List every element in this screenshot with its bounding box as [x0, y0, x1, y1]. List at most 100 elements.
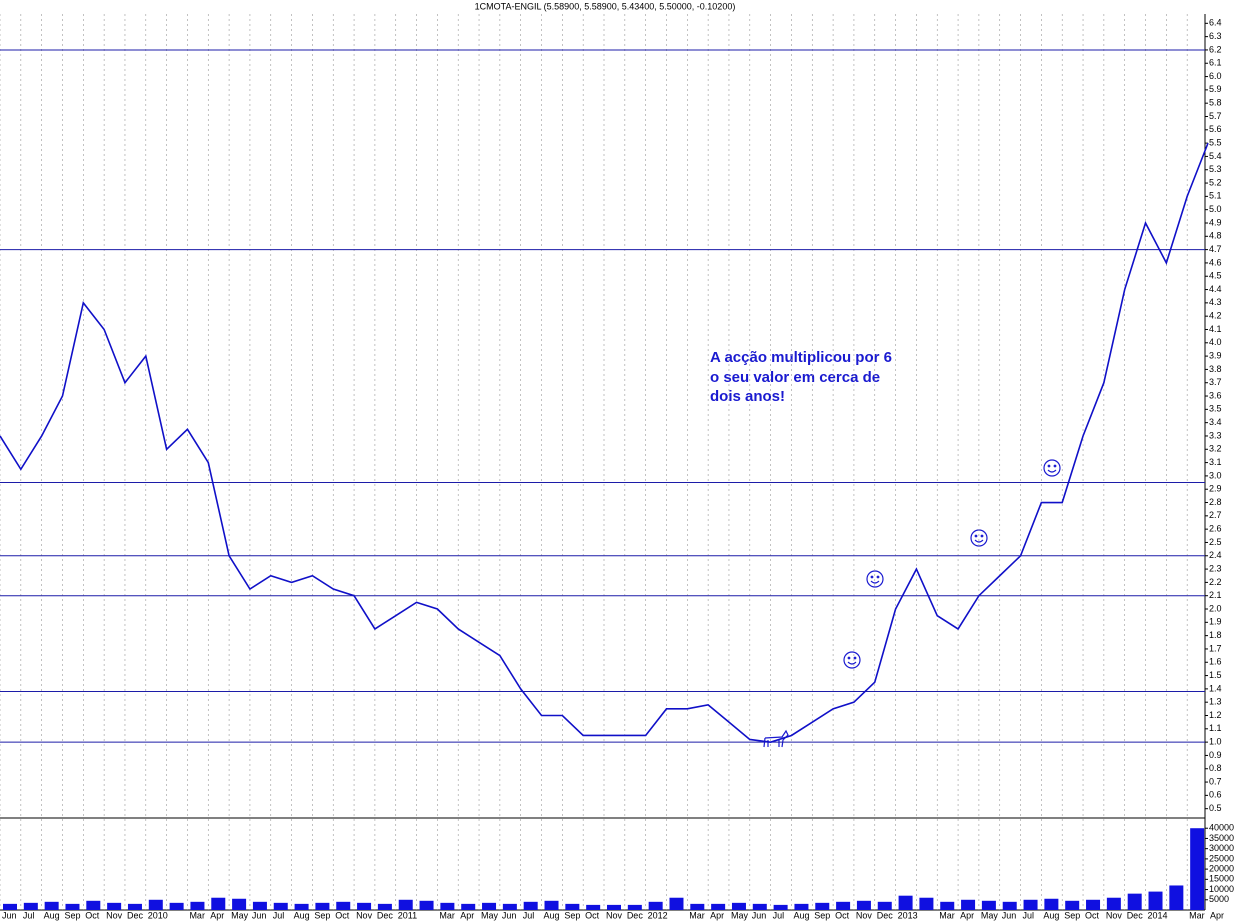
plot: Jun Jul Aug Sep Oct Nov Dec 2010 Mar Apr May Jun Jul… — [0, 14, 1234, 920]
y-tick-label: 6.0 — [1209, 71, 1222, 81]
volume-bar — [44, 901, 59, 910]
y-tick-label: 3.1 — [1209, 457, 1222, 467]
x-tick-label: Jun — [252, 910, 267, 920]
volume-bar — [190, 901, 205, 910]
x-tick-label: Oct — [1085, 910, 1100, 920]
x-tick-label: 2012 — [648, 910, 668, 920]
volume-bar — [1086, 899, 1101, 910]
y-tick-label: 4.0 — [1209, 337, 1222, 347]
volume-bar — [752, 903, 767, 910]
volume-bar — [898, 895, 913, 910]
y-tick-label: 5.2 — [1209, 177, 1222, 187]
volume-bar — [148, 899, 163, 910]
y-tick-label: 4.7 — [1209, 244, 1222, 254]
y-tick-label: 2.0 — [1209, 603, 1222, 613]
x-tick-label: Aug — [544, 910, 560, 920]
x-tick-label: Mar — [939, 910, 955, 920]
volume-bar — [232, 898, 247, 910]
y-tick-label: 3.8 — [1209, 364, 1222, 374]
volume-bar — [419, 900, 434, 910]
x-tick-label: Dec — [377, 910, 394, 920]
x-tick-label: Mar — [189, 910, 205, 920]
volume-bar — [461, 903, 476, 910]
y-tick-label: 1.6 — [1209, 657, 1222, 667]
y-tick-label: 4.1 — [1209, 324, 1222, 334]
x-tick-label: 2014 — [1148, 910, 1168, 920]
x-tick-label: Aug — [793, 910, 809, 920]
x-tick-label: Mar — [689, 910, 705, 920]
volume-bar — [252, 901, 267, 910]
x-tick-label: Jul — [523, 910, 535, 920]
y-tick-label: 6.1 — [1209, 58, 1222, 68]
y-tick-label: 5.5 — [1209, 137, 1222, 147]
x-tick-label: Jul — [273, 910, 285, 920]
x-tick-label: Mar — [1189, 910, 1205, 920]
volume-bar — [731, 902, 746, 910]
y-tick-label: 0.7 — [1209, 776, 1222, 786]
volume-bar — [690, 903, 705, 910]
volume-bar — [107, 902, 122, 910]
y-tick-label: 4.4 — [1209, 284, 1222, 294]
x-tick-label: Oct — [585, 910, 600, 920]
y-tick-label: 3.2 — [1209, 444, 1222, 454]
y-tick-label: 1.5 — [1209, 670, 1222, 680]
y-tick-label: 4.2 — [1209, 311, 1222, 321]
chart-title: 1CMOTA-ENGIL (5.58900, 5.58900, 5.43400,… — [475, 1, 736, 11]
y-tick-label: 3.6 — [1209, 390, 1222, 400]
volume-bar — [502, 903, 517, 910]
y-tick-label: 3.4 — [1209, 417, 1222, 427]
volume-bar — [523, 901, 538, 910]
y-tick-label: 5.1 — [1209, 191, 1222, 201]
volume-bar — [1002, 901, 1017, 910]
volume-bar — [398, 899, 413, 910]
volume-bar — [981, 900, 996, 910]
volume-bar — [961, 899, 976, 910]
x-tick-label: Jul — [23, 910, 35, 920]
volume-bar — [836, 901, 851, 910]
x-tick-label: Sep — [1064, 910, 1080, 920]
volume-bar — [607, 904, 621, 910]
y-tick-label: 4.9 — [1209, 217, 1222, 227]
volume-bar — [294, 903, 309, 910]
volume-bar — [169, 902, 184, 910]
y-tick-label: 6.4 — [1209, 18, 1222, 28]
y-tick-label: 1.9 — [1209, 617, 1222, 627]
x-tick-label: May — [731, 910, 749, 920]
x-tick-label: Apr — [710, 910, 724, 920]
volume-bar — [669, 897, 684, 910]
x-tick-label: 2011 — [398, 910, 417, 920]
volume-bar — [377, 903, 392, 910]
x-tick-label: May — [231, 910, 249, 920]
volume-bar — [1023, 899, 1038, 910]
volume-bar — [482, 902, 497, 910]
x-tick-label: Nov — [356, 910, 373, 920]
volume-bar — [586, 904, 601, 910]
annotation: A acção multiplicou por 6 — [710, 349, 892, 366]
y2-tick-label: 15000 — [1209, 874, 1234, 884]
y-tick-label: 2.7 — [1209, 510, 1222, 520]
x-tick-label: Aug — [1043, 910, 1059, 920]
volume-bar — [565, 903, 580, 910]
volume-bar — [1169, 885, 1184, 910]
volume-bar — [877, 901, 892, 910]
y-tick-label: 2.5 — [1209, 537, 1222, 547]
x-tick-label: Apr — [460, 910, 474, 920]
y2-tick-label: 25000 — [1209, 853, 1234, 863]
x-tick-label: 2013 — [898, 910, 918, 920]
y-tick-label: 1.1 — [1209, 723, 1222, 733]
y-tick-label: 1.7 — [1209, 643, 1222, 653]
y-tick-label: 0.9 — [1209, 750, 1222, 760]
x-tick-label: Oct — [835, 910, 850, 920]
x-tick-label: Oct — [85, 910, 100, 920]
volume-bar — [315, 902, 330, 910]
y-tick-label: 1.0 — [1209, 737, 1222, 747]
x-tick-label: Aug — [294, 910, 310, 920]
y-tick-label: 2.3 — [1209, 563, 1222, 573]
y-tick-label: 2.6 — [1209, 524, 1222, 534]
volume-bar — [23, 902, 38, 910]
volume-bar — [773, 904, 788, 910]
y-tick-label: 5.4 — [1209, 151, 1222, 161]
x-tick-label: Jul — [1023, 910, 1035, 920]
x-tick-label: Dec — [127, 910, 144, 920]
